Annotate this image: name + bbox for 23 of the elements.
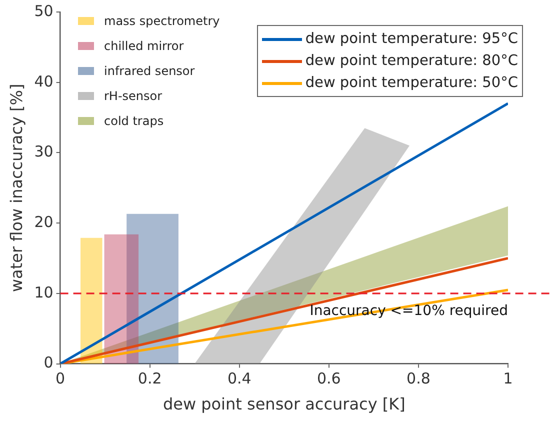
legend-label: chilled mirror	[104, 38, 184, 52]
x-tick-label: 0.4	[227, 370, 252, 388]
legend-label: rH-sensor	[104, 88, 162, 102]
x-tick-label: 0.8	[406, 370, 430, 388]
y-tick-label: 50	[34, 2, 54, 20]
y-tick-label: 40	[34, 72, 54, 90]
x-tick-label: 0.2	[138, 370, 162, 388]
x-tick-label: 1	[503, 370, 513, 388]
y-tick-label: 10	[34, 283, 54, 302]
y-axis-title: water flow inaccuracy [%]	[6, 84, 26, 292]
y-tick-label: 30	[34, 142, 54, 161]
legend-label: dew point temperature: 80°C	[305, 53, 518, 69]
x-tick-label: 0	[56, 370, 66, 388]
legend-label: cold traps	[104, 114, 164, 128]
legend-label: infrared sensor	[104, 64, 195, 78]
ref-line-label: Inaccuracy <=10% required	[310, 303, 508, 320]
x-tick-label: 0.6	[316, 370, 341, 388]
y-tick-label: 20	[34, 212, 54, 231]
x-axis-title: dew point sensor accuracy [K]	[162, 394, 406, 414]
legend-label: dew point temperature: 50°C	[305, 75, 518, 91]
y-tick-label: 0	[44, 354, 54, 372]
legend-label: mass spectrometry	[104, 14, 220, 28]
legend-label: dew point temperature: 95°C	[305, 31, 518, 47]
